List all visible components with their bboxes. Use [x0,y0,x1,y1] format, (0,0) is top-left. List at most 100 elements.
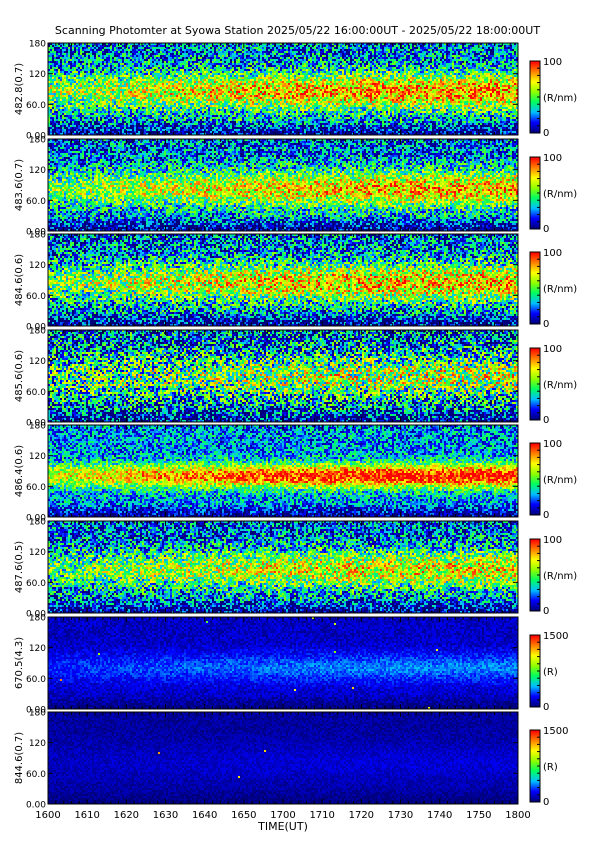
colorbar-unit-label: (R) [543,667,558,678]
y-tick-label: 180 [29,709,46,719]
x-tick-label: 1750 [466,810,491,821]
y-tick-label: 0.00 [26,228,46,238]
x-tick-label: 1720 [349,810,374,821]
colorbar-min-label: 0 [543,319,549,330]
y-tick-label: 60.0 [26,770,46,780]
y-tick-label: 60.0 [26,579,46,589]
y-tick-label: 120 [29,261,46,271]
x-tick-label: 1650 [231,810,256,821]
panel-1: 0.00 60.0 120 180 483.6(0.7) 100 (R/nm) 0 [14,136,577,238]
colorbar-max-label: 100 [543,535,562,546]
colorbar-max-label: 1500 [543,726,568,737]
panel-ylabel: 486.4(0.6) [14,445,25,497]
y-tick-label: 180 [29,327,46,337]
panel-3: 0.00 60.0 120 180 485.6(0.6) 100 (R/nm) 0 [14,327,577,429]
panels-layer: 0.00 60.0 120 180 482.8(0.7) 100 (R/nm) 0 0.00 60… [14,40,577,811]
colorbar-min-label: 0 [543,224,549,235]
y-tick-label: 180 [29,136,46,146]
panel-ylabel: 487.6(0.5) [14,541,25,593]
panel-6: 0.00 60.0 120 180 670.5(4.3) 1500 (R) 0 [14,614,568,716]
panel-ylabel: 670.5(4.3) [14,637,25,689]
colorbar-max-label: 100 [543,439,562,450]
colorbar [530,61,540,133]
heatmap-5 [48,521,518,613]
y-tick-label: 60.0 [26,483,46,493]
x-tick-label: 1740 [427,810,452,821]
panel-ylabel: 484.6(0.6) [14,254,25,306]
y-tick-label: 120 [29,452,46,462]
colorbar-unit-label: (R/nm) [543,284,577,295]
y-tick-label: 60.0 [26,292,46,302]
y-tick-label: 0.00 [26,132,46,142]
y-tick-label: 120 [29,644,46,654]
colorbar-max-label: 1500 [543,631,568,642]
y-tick-label: 180 [29,231,46,241]
colorbar-min-label: 0 [543,606,549,617]
y-tick-label: 180 [29,518,46,528]
y-tick-label: 60.0 [26,388,46,398]
colorbar-unit-label: (R/nm) [543,189,577,200]
panel-ylabel: 483.6(0.7) [14,159,25,211]
x-tick-label: 1620 [114,810,139,821]
y-tick-label: 180 [29,422,46,432]
y-tick-label: 0.00 [26,419,46,429]
colorbar-unit-label: (R) [543,762,558,773]
heatmap-1 [48,139,518,231]
y-tick-label: 120 [29,70,46,80]
colorbar [530,348,540,420]
y-tick-label: 120 [29,548,46,558]
y-tick-label: 0.00 [26,323,46,333]
colorbar-unit-label: (R/nm) [543,571,577,582]
heatmap-7 [48,712,518,804]
x-tick-label: 1640 [192,810,217,821]
y-tick-label: 60.0 [26,197,46,207]
colorbar-unit-label: (R/nm) [543,475,577,486]
colorbar [530,635,540,707]
panel-ylabel: 485.6(0.6) [14,350,25,402]
colorbar-min-label: 0 [543,415,549,426]
x-tick-label: 1730 [388,810,413,821]
colorbar [530,539,540,611]
chart-title: Scanning Photomter at Syowa Station 2025… [54,24,541,37]
y-tick-label: 60.0 [26,101,46,111]
y-tick-label: 0.00 [26,706,46,716]
colorbar [530,157,540,229]
x-axis: 1600 1610 1620 1630 1640 1650 1700 1710 1720 1730… [35,810,530,833]
colorbar-max-label: 100 [543,344,562,355]
colorbar-max-label: 100 [543,57,562,68]
y-tick-label: 180 [29,40,46,50]
y-tick-label: 180 [29,614,46,624]
colorbar [530,252,540,324]
heatmap-2 [48,234,518,326]
panel-5: 0.00 60.0 120 180 487.6(0.5) 100 (R/nm) 0 [14,518,577,620]
colorbar-unit-label: (R/nm) [543,380,577,391]
x-tick-label: 1630 [153,810,178,821]
panel-4: 0.00 60.0 120 180 486.4(0.6) 100 (R/nm) 0 [14,422,577,524]
panel-ylabel: 482.8(0.7) [14,63,25,115]
x-tick-label: 1600 [35,810,60,821]
panel-2: 0.00 60.0 120 180 484.6(0.6) 100 (R/nm) 0 [14,231,577,333]
y-tick-label: 120 [29,357,46,367]
panel-ylabel: 844.6(0.7) [14,732,25,784]
y-tick-label: 60.0 [26,675,46,685]
colorbar-min-label: 0 [543,128,549,139]
colorbar-min-label: 0 [543,797,549,808]
colorbar-min-label: 0 [543,702,549,713]
colorbar [530,443,540,515]
panel-0: 0.00 60.0 120 180 482.8(0.7) 100 (R/nm) 0 [14,40,577,142]
x-tick-label: 1710 [309,810,334,821]
y-tick-label: 0.00 [26,610,46,620]
x-tick-label: 1800 [505,810,530,821]
heatmap-4 [48,425,518,517]
colorbar-min-label: 0 [543,510,549,521]
y-tick-label: 120 [29,739,46,749]
x-tick-label: 1700 [270,810,295,821]
heatmap-3 [48,330,518,422]
colorbar-max-label: 100 [543,153,562,164]
y-tick-label: 0.00 [26,801,46,811]
colorbar [530,730,540,802]
x-axis-label: TIME(UT) [257,820,308,833]
y-tick-label: 0.00 [26,514,46,524]
colorbar-unit-label: (R/nm) [543,93,577,104]
